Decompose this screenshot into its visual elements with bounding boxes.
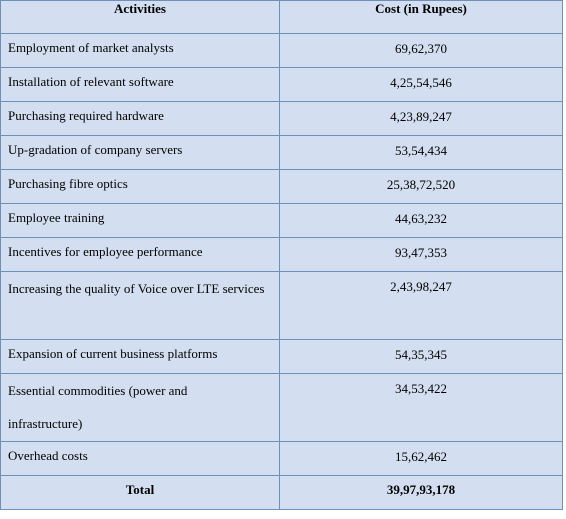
cost-cell: 34,53,422 (279, 373, 563, 442)
cost-cell: 69,62,370 (279, 33, 563, 68)
cost-cell: 54,35,345 (279, 339, 563, 374)
table-row: Up-gradation of company servers 53,54,43… (0, 135, 563, 170)
activities-header: Activities (0, 0, 280, 34)
total-row: Total 39,97,93,178 (0, 475, 563, 510)
cost-cell: 15,62,462 (279, 441, 563, 476)
activity-cell: Incentives for employee performance (0, 237, 280, 272)
activity-cell: Purchasing fibre optics (0, 169, 280, 204)
activity-cell: Installation of relevant software (0, 67, 280, 102)
table-row: Purchasing fibre optics 25,38,72,520 (0, 169, 563, 204)
activity-cell: Employee training (0, 203, 280, 238)
cost-cell: 93,47,353 (279, 237, 563, 272)
cost-cell: 53,54,434 (279, 135, 563, 170)
cost-cell: 4,23,89,247 (279, 101, 563, 136)
table-row: Expansion of current business platforms … (0, 339, 563, 374)
cost-cell: 4,25,54,546 (279, 67, 563, 102)
total-label: Total (0, 475, 280, 510)
activity-cell: Expansion of current business platforms (0, 339, 280, 374)
table-header-row: Activities Cost (in Rupees) (0, 0, 563, 34)
table-row: Essential commodities (power and infrast… (0, 373, 563, 442)
table-row: Purchasing required hardware 4,23,89,247 (0, 101, 563, 136)
activity-cell: Up-gradation of company servers (0, 135, 280, 170)
activity-cell: Employment of market analysts (0, 33, 280, 68)
cost-cell: 2,43,98,247 (279, 271, 563, 340)
activity-cell: Overhead costs (0, 441, 280, 476)
cost-header: Cost (in Rupees) (279, 0, 563, 34)
table-row: Increasing the quality of Voice over LTE… (0, 271, 563, 340)
table-row: Employment of market analysts 69,62,370 (0, 33, 563, 68)
table-row: Installation of relevant software 4,25,5… (0, 67, 563, 102)
activity-cell: Purchasing required hardware (0, 101, 280, 136)
cost-table: Activities Cost (in Rupees) Employment o… (0, 0, 563, 510)
activity-cell: Essential commodities (power and infrast… (0, 373, 280, 442)
total-cost: 39,97,93,178 (279, 475, 563, 510)
table-row: Incentives for employee performance 93,4… (0, 237, 563, 272)
cost-cell: 25,38,72,520 (279, 169, 563, 204)
activity-cell: Increasing the quality of Voice over LTE… (0, 271, 280, 340)
table-row: Overhead costs 15,62,462 (0, 441, 563, 476)
cost-cell: 44,63,232 (279, 203, 563, 238)
table-row: Employee training 44,63,232 (0, 203, 563, 238)
